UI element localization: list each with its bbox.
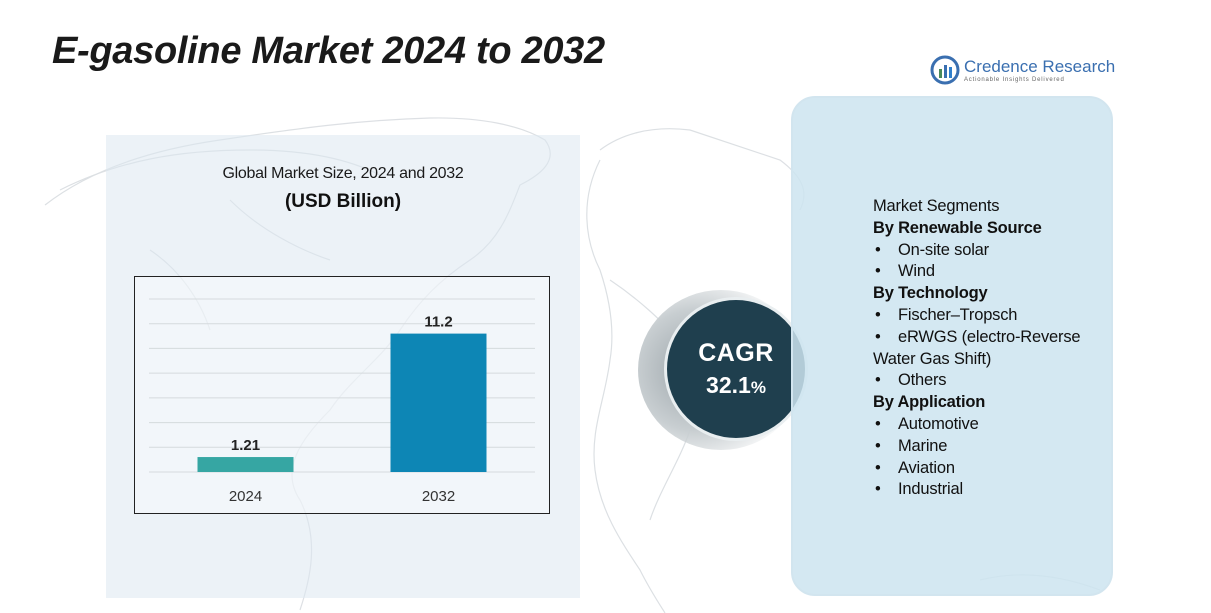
logo-name: Credence Research xyxy=(964,56,1116,76)
segment-item-label: Wind xyxy=(898,262,935,281)
x-tick-label: 2024 xyxy=(229,488,262,505)
segment-item: • Wind xyxy=(873,261,1109,283)
segment-group-heading: By Application xyxy=(873,393,986,412)
segment-item-label: Fischer–Tropsch xyxy=(898,305,1018,324)
bullet-icon: • xyxy=(875,414,881,433)
cagr-unit: % xyxy=(750,378,766,397)
page-title: E-gasoline Market 2024 to 2032 xyxy=(52,30,605,72)
segment-item: • Marine xyxy=(873,436,1109,458)
segment-group-heading: By Renewable Source xyxy=(873,218,1042,237)
bar-value-label: 1.21 xyxy=(231,437,260,454)
bullet-icon: • xyxy=(875,436,881,455)
segment-item-label: Aviation xyxy=(898,458,955,477)
segment-item: • Aviation xyxy=(873,458,1109,480)
segment-item: • eRWGS (electro-Reverse Water Gas Shift) xyxy=(873,327,1109,371)
bullet-icon: • xyxy=(875,371,881,390)
bar-chart: 1.21 2024 11.2 2032 xyxy=(134,276,550,514)
cagr-badge: CAGR 32.1% xyxy=(664,297,808,441)
bar-value-label: 11.2 xyxy=(424,314,452,331)
bar-chart-svg: 1.21 2024 11.2 2032 xyxy=(149,298,535,505)
x-tick-label: 2032 xyxy=(422,488,455,505)
segment-item-label: Others xyxy=(898,371,947,390)
segment-item: • Automotive xyxy=(873,414,1109,436)
segment-group-heading: By Technology xyxy=(873,284,988,303)
segments-card xyxy=(791,96,1113,596)
credence-research-logo: Credence Research Actionable Insights De… xyxy=(930,55,1115,85)
segment-item-label: On-site solar xyxy=(898,240,989,259)
cagr-value-wrap: 32.1% xyxy=(706,372,766,399)
segment-item: • Fischer–Tropsch xyxy=(873,305,1109,327)
logo-mark-icon xyxy=(930,55,960,85)
segment-item-label: Marine xyxy=(898,436,948,455)
bar-2032 xyxy=(390,333,487,472)
market-segments-list: Market Segments By Renewable Source • On-s… xyxy=(873,196,1109,501)
segment-item-label: Automotive xyxy=(898,414,979,433)
cagr-value: 32.1 xyxy=(706,372,751,398)
bullet-icon: • xyxy=(875,305,881,324)
segment-item: • Industrial xyxy=(873,479,1109,501)
bullet-icon: • xyxy=(875,458,881,477)
cagr-label: CAGR xyxy=(698,339,774,367)
logo-tagline: Actionable Insights Delivered xyxy=(964,76,1065,83)
segment-item-label: eRWGS (electro-Reverse Water Gas Shift) xyxy=(873,327,1081,368)
bullet-icon: • xyxy=(875,262,881,281)
segments-title: Market Segments xyxy=(873,197,1000,215)
segment-item: • Others xyxy=(873,370,1109,392)
segment-item-label: Industrial xyxy=(898,480,963,499)
bullet-icon: • xyxy=(875,240,881,259)
chart-unit: (USD Billion) xyxy=(284,191,402,212)
bullet-icon: • xyxy=(875,327,881,346)
chart-heading: Global Market Size, 2024 and 2032 xyxy=(222,165,464,182)
chart-panel xyxy=(106,135,580,598)
bar-2024 xyxy=(197,457,294,472)
bullet-icon: • xyxy=(875,480,881,499)
segment-item: • On-site solar xyxy=(873,240,1109,262)
